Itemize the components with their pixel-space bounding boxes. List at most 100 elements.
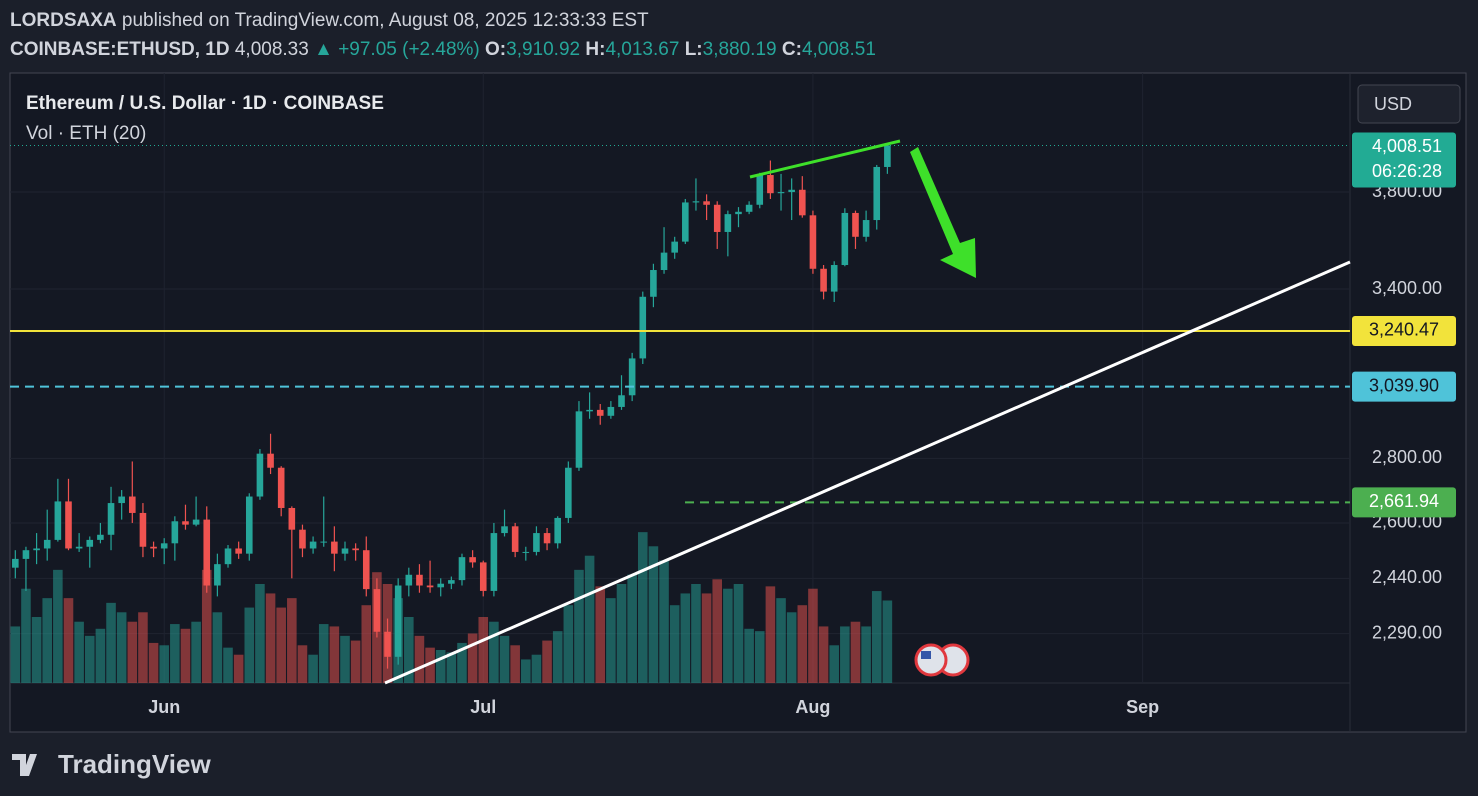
candle-body [352,548,359,551]
volume-bar [159,645,169,683]
volume-bar [669,605,680,683]
volume-bar [637,532,648,683]
volume-bar [531,654,542,683]
volume-bar [829,645,839,683]
candle-body [639,296,647,359]
candle-body [182,521,189,525]
candle-body [288,507,296,530]
volume-bar [574,569,584,683]
volume-bar [138,612,148,683]
candle-body [703,201,710,205]
candle-body [809,215,817,269]
candle-body [692,201,700,203]
candle-body [54,501,62,540]
volume-bar [435,650,446,683]
volume-bar [350,640,361,683]
c: 4,008.51 [801,39,876,60]
event-icon[interactable] [914,643,948,677]
volume-bar [616,584,627,683]
candle-body [841,212,849,266]
volume-bar [871,591,882,683]
grid [10,73,1350,683]
candle-body [256,453,264,497]
candle-body [171,521,179,544]
candle-body [118,496,125,504]
volume-bar [10,626,21,683]
volume-bar [308,654,318,683]
y-tick-label: 2,800.00 [1372,447,1442,467]
volume-bar [723,588,733,683]
volume-bar [489,621,499,683]
volume-bar [850,621,861,683]
volume-bar [276,607,286,683]
candle-body [618,395,625,407]
y-tick-label: 2,290.00 [1372,622,1442,642]
volume-bar [106,602,116,683]
volume-bar [116,612,127,683]
volume-bar [95,628,106,683]
candle-body [362,550,370,590]
candle-body [830,265,838,292]
volume-bar [340,635,350,683]
candle-body [160,543,168,549]
candle-body [682,202,689,242]
candle-body [511,526,519,552]
volume-bar [404,617,414,683]
candle-body [522,551,530,553]
candle-body [554,517,561,544]
subtitle: Vol · ETH (20) [26,123,146,144]
quote-line: COINBASE:ETHUSD, 1D 4,008.33 ▲ +97.05 (+… [10,35,876,64]
volume-bar [648,546,659,683]
candle-body [309,541,317,549]
currency: USD [1374,94,1412,114]
candle-body [735,211,742,215]
volume-bar [53,569,63,683]
candle-body [426,585,434,588]
candle-body [458,557,466,581]
logo-mark [12,754,37,776]
candle-body [873,166,881,221]
candle-body [788,189,795,193]
volume-bar [318,624,329,683]
logo: TradingView [12,749,211,779]
volume-bar [606,598,616,683]
candle-body [650,270,657,297]
candle-body [86,539,94,547]
volume-bar [754,631,765,683]
volume-bar [701,593,712,683]
volume-bar [287,598,297,683]
candle-body [596,409,604,416]
candle-body [862,220,870,237]
volume-bar [680,593,691,683]
candle-body [277,467,285,508]
volume-bar [840,626,850,683]
candle-body [65,501,72,549]
candles [12,144,891,669]
volume-bar [797,605,808,683]
candle-body [448,580,455,584]
candle-body [224,548,232,565]
volume-bar [627,574,637,683]
candle-body [479,562,487,591]
candle-body [394,585,402,657]
brand: TradingView [58,749,211,779]
candle-body [501,526,508,534]
x-tick-label: Jul [470,697,496,717]
candle-body [756,175,764,205]
candle-body [565,467,572,518]
volume-bar [733,584,744,683]
volume-bar [467,633,478,683]
candle-body [299,529,306,549]
currency-button[interactable] [1357,84,1461,124]
volume-bar [510,645,520,683]
volume-bar [223,647,233,683]
volume-bar [542,640,552,683]
volume-bar [297,645,308,683]
y-tick-label: 3,400.00 [1372,278,1442,298]
volume-bar [563,605,574,683]
candle-body [97,534,104,540]
volume-pane [10,532,893,683]
candle-body [713,204,721,232]
volume-bar [691,584,701,683]
